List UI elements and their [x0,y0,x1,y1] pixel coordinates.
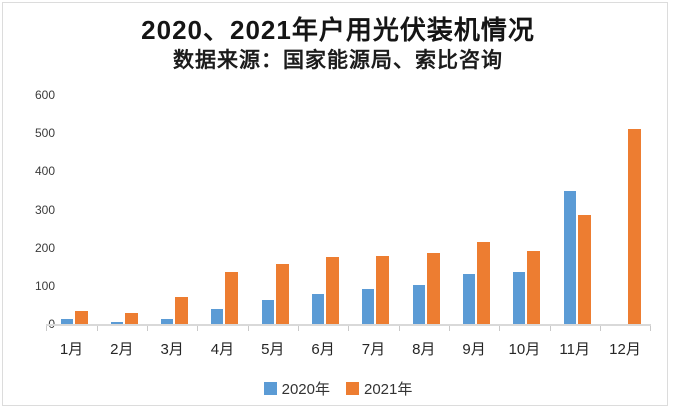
x-tick-label: 8月 [412,341,436,358]
bar-2020年-6月 [312,294,325,324]
x-axis-tick [448,326,450,331]
bar-2021年-5月 [275,264,289,324]
bar-2020年-8月 [412,284,425,324]
y-tick-label: 400 [34,164,55,179]
bar-2021年-2月 [124,312,138,324]
x-tick-label: 9月 [462,341,486,358]
bar-2021年-9月 [477,241,491,324]
x-axis-tick [499,326,501,331]
x-tick-label: 5月 [261,341,285,358]
x-axis-tick [146,326,148,331]
legend-label: 2020年 [281,381,330,398]
y-tick-label: 100 [34,278,55,293]
bar-2020年-11月 [563,190,576,324]
bar-2021年-1月 [74,311,88,324]
x-axis-tick [96,326,98,331]
x-axis-line [46,324,651,326]
x-axis-tick [46,326,48,331]
bar-2021年-3月 [175,297,189,324]
x-tick-label: 2月 [110,341,134,358]
bar-2021年-8月 [426,253,440,324]
bar-2020年-2月 [110,322,123,324]
x-tick-label: 6月 [311,341,335,358]
x-axis-tick [297,326,299,331]
chart-subtitle: 数据来源：国家能源局、索比咨询 [173,49,503,72]
x-tick-label: 12月 [609,341,641,358]
bar-2020年-4月 [211,308,224,324]
x-axis-tick [398,326,400,331]
bar-2021年-6月 [326,257,340,324]
x-axis-tick [247,326,249,331]
x-axis-tick [599,326,601,331]
legend: 2020年 2021年 [0,378,676,399]
x-axis-tick [348,326,350,331]
x-axis-tick [197,326,199,331]
bar-2020年-10月 [513,272,526,324]
bar-2021年-12月 [628,129,642,324]
x-tick-label: 4月 [210,341,235,358]
x-axis-tick [549,326,551,331]
y-tick-label: 200 [34,240,55,255]
x-tick-label: 7月 [361,341,386,358]
legend-swatch [346,382,359,395]
bar-2021年-4月 [225,271,239,324]
y-tick-label: 600 [34,88,55,102]
bar-2021年-11月 [577,214,591,324]
bar-2020年-5月 [261,299,274,324]
bar-2020年-9月 [463,274,476,324]
bar-2020年-1月 [60,319,73,324]
y-tick-label: 500 [34,126,55,141]
x-tick-label: 1月 [59,341,84,358]
bar-2021年-10月 [527,250,541,324]
bar-2020年-7月 [362,289,375,324]
x-tick-label: 3月 [160,341,184,358]
x-axis-tick [650,326,652,331]
x-tick-label: 10月 [508,341,541,358]
legend-item-2020年: 2020年 [263,378,330,399]
legend-item-2021年: 2021年 [346,378,412,399]
bar-2020年-3月 [161,319,174,324]
legend-swatch [263,382,277,395]
bar-2021年-7月 [376,256,390,324]
x-tick-label: 11月 [559,341,590,358]
chart-title: 2020、2021年户用光伏装机情况 [141,15,535,45]
legend-label: 2021年 [364,381,413,398]
y-tick-label: 300 [34,202,55,217]
